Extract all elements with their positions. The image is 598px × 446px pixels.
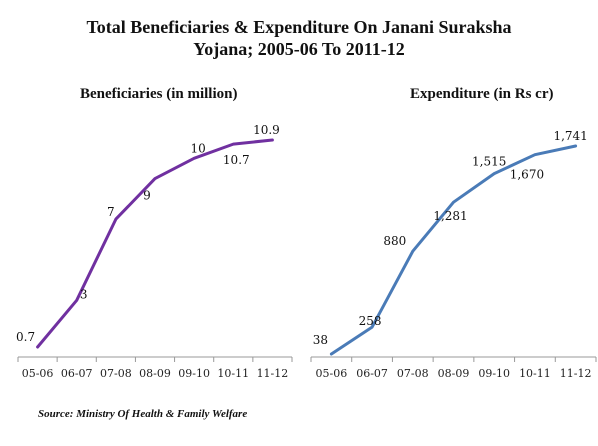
data-label: 10 [191,141,206,155]
data-point [330,352,333,356]
data-point [192,157,196,160]
data-label: 38 [313,333,328,347]
data-label: 0.7 [16,330,35,344]
data-point [75,299,78,302]
data-point [574,144,577,148]
chart-title-line-1: Total Beneficiaries & Expenditure On Jan… [86,17,512,37]
x-tick-label: 08-09 [139,367,171,380]
data-label: 7 [107,205,115,219]
chart-title: Total Beneficiaries & Expenditure On Jan… [0,16,598,60]
x-tick-label: 11-12 [560,367,592,380]
source-note: Source: Ministry Of Health & Family Welf… [38,408,248,420]
x-tick-label: 10-11 [519,367,551,380]
x-tick-label: 07-08 [100,367,132,380]
beneficiaries-panel-title: Beneficiaries (in million) [80,86,238,102]
data-point [114,217,118,221]
x-tick-label: 09-10 [478,367,510,380]
x-tick-label: 06-07 [61,367,93,380]
expenditure-panel-title: Expenditure (in Rs cr) [410,86,554,102]
x-tick-label: 10-11 [217,367,249,380]
data-point [153,177,157,180]
data-label: 3 [80,287,88,301]
chart-title-line-2: Yojana; 2005-06 To 2011-12 [193,39,405,59]
data-point [370,325,374,329]
data-point [271,138,274,142]
data-label: 1,670 [510,168,544,182]
data-label: 10.7 [223,153,250,167]
x-tick-label: 05-06 [22,367,54,380]
data-point [452,200,455,204]
x-tick-label: 11-12 [257,367,289,380]
data-point [411,249,414,253]
data-point [36,345,39,349]
x-tick-label: 05-06 [315,367,347,380]
series-line [36,138,274,349]
data-point [533,153,537,156]
data-point [232,142,235,146]
x-tick-label: 09-10 [178,367,210,380]
data-label: 1,281 [433,209,467,223]
x-tick-label: 06-07 [356,367,388,380]
data-label: 1,515 [472,155,506,169]
data-point [493,172,496,175]
x-tick-label: 07-08 [397,367,429,380]
data-label: 258 [359,314,382,328]
data-label: 10.9 [253,123,280,137]
data-label: 9 [143,189,151,203]
data-label: 1,741 [553,129,587,143]
data-label: 880 [383,234,406,248]
x-tick-label: 08-09 [438,367,470,380]
